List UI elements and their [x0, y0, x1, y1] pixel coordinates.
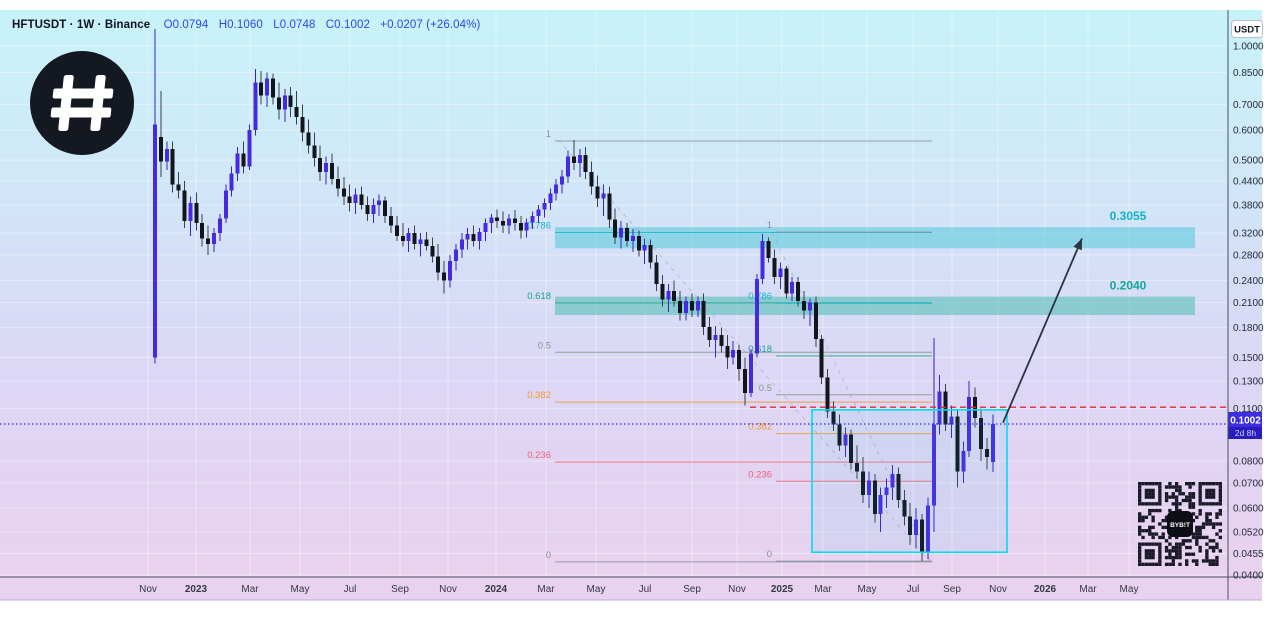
svg-text:May: May: [1120, 584, 1139, 595]
svg-text:0.4400: 0.4400: [1233, 176, 1264, 187]
svg-text:0.1500: 0.1500: [1233, 353, 1264, 364]
change-value: +0.0207 (+26.04%): [380, 19, 481, 31]
svg-text:BYB!T: BYB!T: [1170, 522, 1190, 529]
svg-text:Sep: Sep: [391, 584, 409, 595]
svg-text:0.2400: 0.2400: [1233, 276, 1264, 287]
svg-text:May: May: [291, 584, 310, 595]
svg-text:0.0520: 0.0520: [1233, 527, 1264, 538]
svg-text:Mar: Mar: [814, 584, 832, 595]
svg-text:0.236: 0.236: [748, 469, 772, 480]
svg-text:Mar: Mar: [241, 584, 259, 595]
last-price-value: 0.1002: [1230, 416, 1261, 427]
svg-text:Jul: Jul: [907, 584, 920, 595]
svg-text:0.0800: 0.0800: [1233, 456, 1264, 467]
svg-text:0.2100: 0.2100: [1233, 298, 1264, 309]
drawing-overlays[interactable]: [0, 238, 1228, 554]
svg-text:Nov: Nov: [989, 584, 1007, 595]
svg-text:Nov: Nov: [139, 584, 157, 595]
svg-text:0.2040: 0.2040: [1110, 279, 1147, 293]
svg-text:2026: 2026: [1034, 584, 1057, 595]
hashflow-token-logo-icon: [30, 51, 134, 155]
svg-text:2023: 2023: [185, 584, 208, 595]
svg-text:1.0000: 1.0000: [1233, 42, 1264, 53]
symbol-interval-exchange: HFTUSDT · 1W · Binance: [12, 19, 151, 31]
svg-text:Nov: Nov: [728, 584, 746, 595]
fib-retracement-levels: 1 0.786 0.618 0.5 0.382 0.236 0 1 0.786 0.618 0.5 0…: [527, 129, 932, 563]
svg-text:0.5000: 0.5000: [1233, 155, 1264, 166]
svg-text:0.0700: 0.0700: [1233, 478, 1264, 489]
svg-text:Mar: Mar: [537, 584, 555, 595]
close-value: C0.1002: [325, 19, 370, 31]
svg-text:2024: 2024: [485, 584, 508, 595]
projection-arrow[interactable]: [1002, 238, 1083, 424]
svg-text:Jul: Jul: [639, 584, 652, 595]
svg-text:1: 1: [546, 129, 551, 140]
svg-text:0.8500: 0.8500: [1233, 68, 1264, 79]
svg-text:1: 1: [767, 220, 772, 231]
svg-text:Sep: Sep: [683, 584, 701, 595]
svg-text:0.1800: 0.1800: [1233, 323, 1264, 334]
svg-text:0.236: 0.236: [527, 450, 551, 461]
time-axis[interactable]: Nov 2023 Mar May Jul Sep Nov 2024 Mar May Jul Sep No…: [139, 584, 1138, 595]
projection-arrowhead: [1073, 238, 1082, 251]
svg-text:0.7000: 0.7000: [1233, 100, 1264, 111]
svg-text:0.382: 0.382: [527, 390, 551, 401]
high-value: H0.1060: [218, 19, 263, 31]
svg-text:0.5: 0.5: [538, 340, 551, 351]
svg-text:0.3800: 0.3800: [1233, 200, 1264, 211]
qr-code: BYB!T: [1138, 482, 1222, 566]
svg-text:0.786: 0.786: [748, 291, 772, 302]
svg-text:0.0600: 0.0600: [1233, 504, 1264, 515]
svg-text:0.3200: 0.3200: [1233, 229, 1264, 240]
svg-text:Mar: Mar: [1079, 584, 1097, 595]
svg-text:2025: 2025: [771, 584, 794, 595]
symbol-header: HFTUSDT · 1W · Binance O0.0794 H0.1060 L…: [12, 19, 480, 31]
currency-unit-label: USDT: [1234, 25, 1260, 36]
svg-text:May: May: [858, 584, 877, 595]
svg-text:Jul: Jul: [344, 584, 357, 595]
svg-text:0.618: 0.618: [748, 344, 772, 355]
candlestick-series: [153, 28, 995, 562]
svg-text:0: 0: [546, 550, 551, 561]
svg-text:Nov: Nov: [439, 584, 457, 595]
svg-text:0.2800: 0.2800: [1233, 251, 1264, 262]
svg-text:0.382: 0.382: [748, 422, 772, 433]
currency-unit-button[interactable]: USDT: [1231, 20, 1263, 38]
svg-text:0.786: 0.786: [527, 220, 551, 231]
svg-text:0.1300: 0.1300: [1233, 377, 1264, 388]
svg-text:0.5: 0.5: [759, 383, 772, 394]
svg-text:0.1100: 0.1100: [1233, 404, 1263, 415]
price-axis[interactable]: 1.0000 0.8500 0.7000 0.6000 0.5000 0.4400 0.38…: [1233, 42, 1264, 582]
svg-text:0.3055: 0.3055: [1110, 209, 1147, 223]
low-value: L0.0748: [273, 19, 316, 31]
accumulation-box[interactable]: [811, 409, 1008, 554]
svg-text:0: 0: [767, 549, 772, 560]
svg-text:0.6000: 0.6000: [1233, 125, 1264, 136]
svg-text:May: May: [587, 584, 606, 595]
last-price-badge: 0.1002 2d 8h: [1228, 412, 1262, 439]
svg-text:Sep: Sep: [943, 584, 961, 595]
bar-countdown: 2d 8h: [1235, 428, 1257, 438]
svg-text:0.0400: 0.0400: [1233, 570, 1264, 581]
open-value: O0.0794: [163, 19, 209, 31]
svg-text:0.0455: 0.0455: [1233, 549, 1264, 560]
svg-text:0.618: 0.618: [527, 291, 551, 302]
